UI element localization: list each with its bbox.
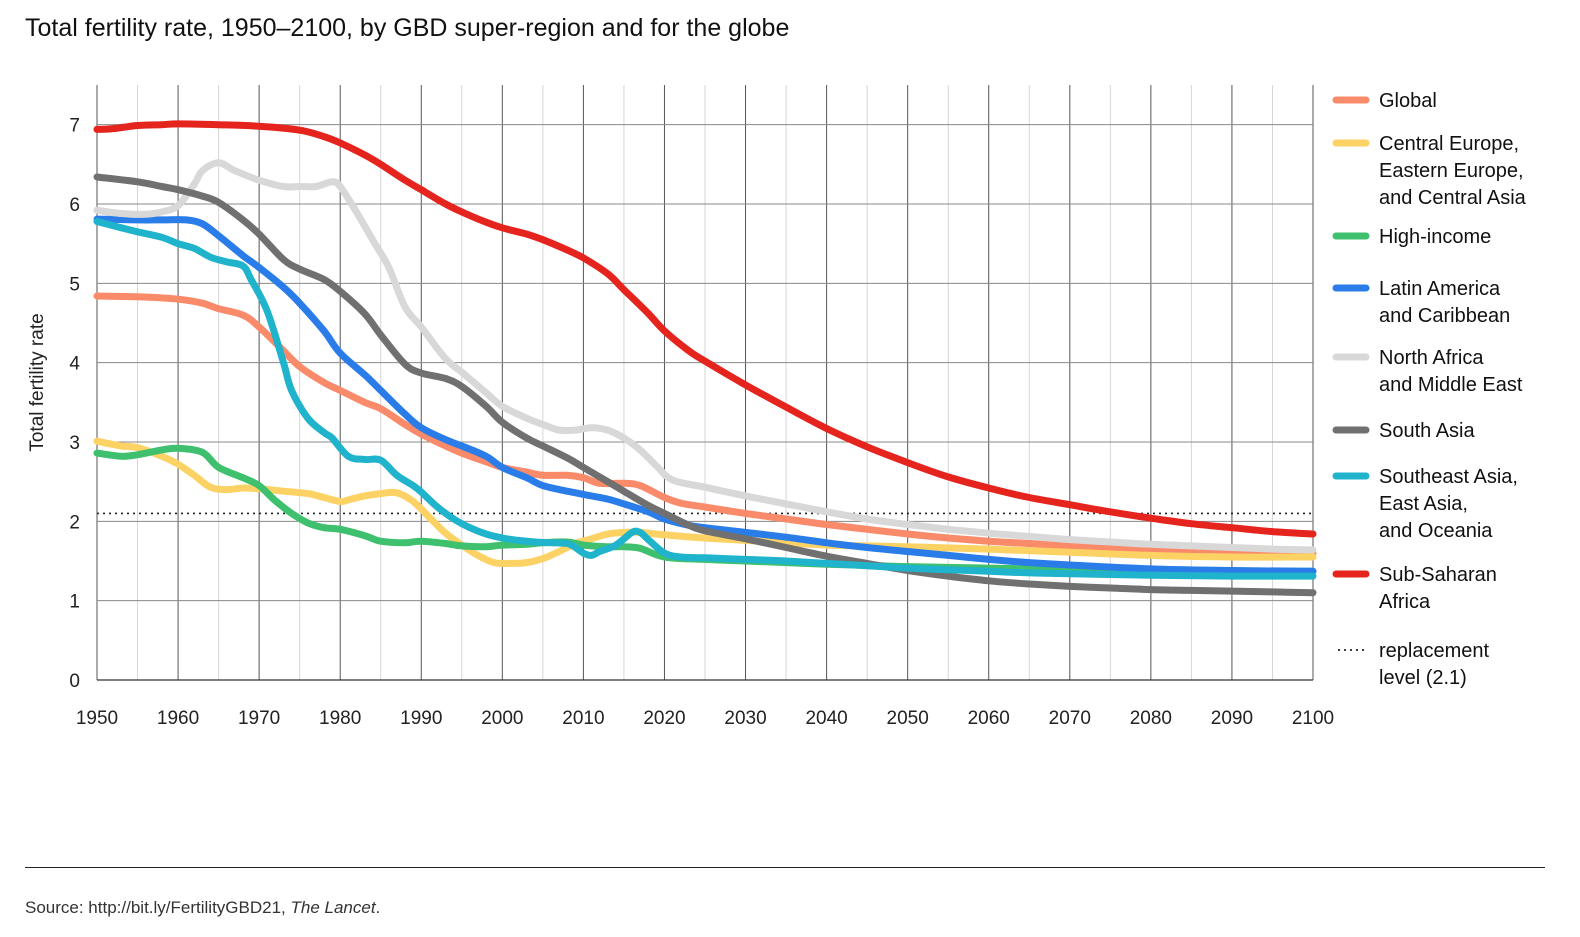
chart-title: Total fertility rate, 1950–2100, by GBD … — [25, 14, 790, 42]
x-tick-label: 1990 — [400, 708, 442, 729]
x-tick-label: 2100 — [1292, 708, 1334, 729]
legend-label-replacement: level (2.1) — [1379, 667, 1467, 689]
y-tick-label: 1 — [69, 592, 80, 613]
axis-layer: 1950 1960 1970 1980 1990 2000 2010 2020 2030 2040… — [27, 116, 1334, 729]
x-tick-label: 2030 — [724, 708, 766, 729]
legend-label-central-europe: Eastern Europe, — [1379, 160, 1524, 182]
x-tick-label: 1950 — [76, 708, 118, 729]
x-tick-label: 2070 — [1049, 708, 1091, 729]
source-prefix: Source: http://bit.ly/FertilityGBD21, — [25, 898, 291, 917]
source-journal: The Lancet — [290, 898, 376, 917]
x-tick-label: 2010 — [562, 708, 604, 729]
legend-label-central-europe: Central Europe, — [1379, 133, 1519, 155]
legend-label-sub-saharan: Sub-Saharan — [1379, 564, 1497, 586]
series-line-latin-america — [93, 215, 1317, 575]
legend-label-north-africa: and Middle East — [1379, 374, 1523, 396]
x-tick-label: 1970 — [238, 708, 280, 729]
x-tick-label: 2050 — [887, 708, 929, 729]
series-line-global — [93, 292, 1317, 557]
legend-label-southeast-asia: and Oceania — [1379, 520, 1493, 542]
y-tick-label: 4 — [69, 354, 80, 375]
series-line-sub-saharan — [93, 120, 1317, 538]
series-layer — [93, 120, 1317, 597]
series-line-south-asia — [93, 173, 1317, 597]
legend-label-southeast-asia: East Asia, — [1379, 493, 1468, 515]
y-tick-label: 6 — [69, 195, 80, 216]
y-tick-label: 5 — [69, 274, 80, 295]
legend-label-southeast-asia: Southeast Asia, — [1379, 466, 1518, 488]
x-tick-label: 2000 — [481, 708, 523, 729]
legend-label-global: Global — [1379, 90, 1437, 112]
legend-label-replacement: replacement — [1379, 640, 1490, 662]
y-tick-label: 0 — [69, 671, 80, 692]
source-line: Source: http://bit.ly/FertilityGBD21, Th… — [25, 898, 380, 918]
y-tick-label: 3 — [69, 433, 80, 454]
legend-label-north-africa: North Africa — [1379, 347, 1484, 369]
legend-label-south-asia: South Asia — [1379, 420, 1476, 442]
y-tick-label: 7 — [69, 116, 80, 137]
x-tick-label: 1960 — [157, 708, 199, 729]
footer-rule — [25, 867, 1545, 868]
y-axis-title: Total fertility rate — [27, 313, 48, 451]
x-tick-label: 1980 — [319, 708, 361, 729]
x-tick-label: 2020 — [643, 708, 685, 729]
series-line-north-africa — [93, 159, 1317, 554]
x-tick-label: 2060 — [968, 708, 1010, 729]
legend-label-high-income: High-income — [1379, 226, 1491, 248]
legend-label-central-europe: and Central Asia — [1379, 187, 1527, 209]
series-line-southeast-asia — [93, 218, 1317, 580]
y-tick-label: 2 — [69, 512, 80, 533]
x-tick-label: 2090 — [1211, 708, 1253, 729]
legend-label-sub-saharan: Africa — [1379, 591, 1431, 613]
legend-label-latin-america: and Caribbean — [1379, 305, 1510, 327]
legend-layer: Global Central Europe, Eastern Europe, and … — [1332, 90, 1527, 689]
legend-label-latin-america: Latin America — [1379, 278, 1501, 300]
x-tick-label: 2040 — [805, 708, 847, 729]
x-tick-label: 2080 — [1130, 708, 1172, 729]
source-suffix: . — [375, 898, 381, 917]
